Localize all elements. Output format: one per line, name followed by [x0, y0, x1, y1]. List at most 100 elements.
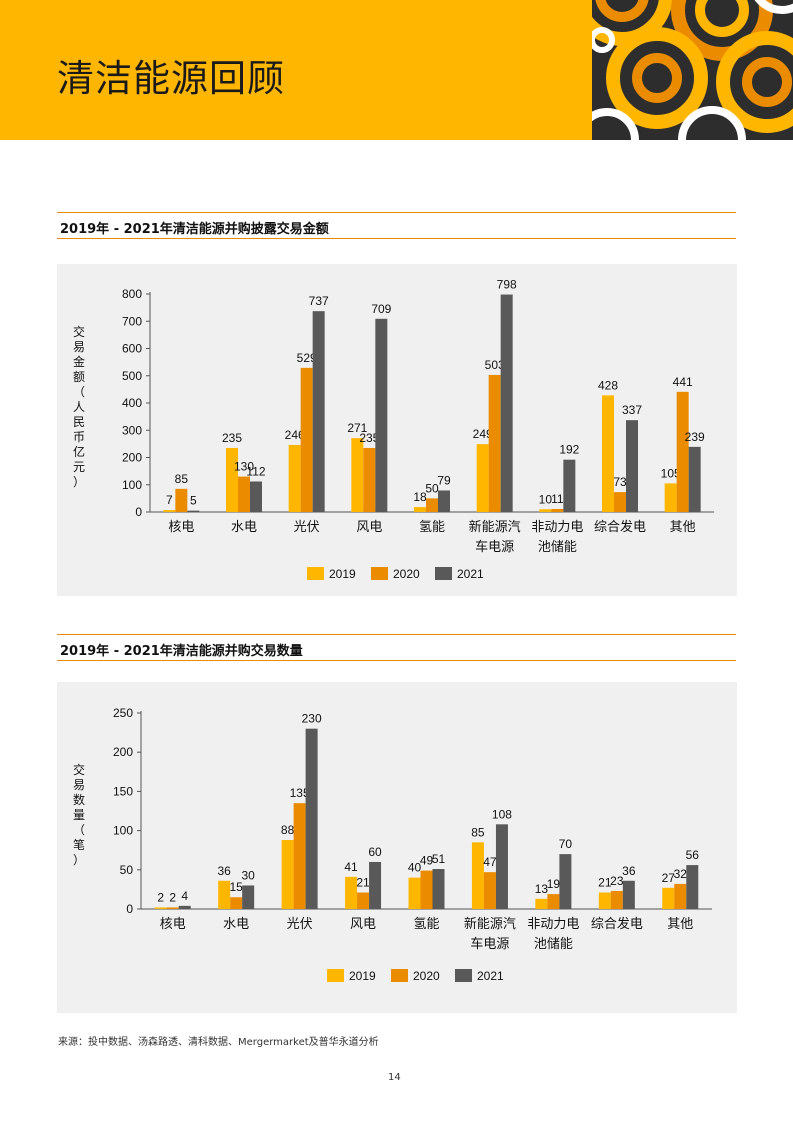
data-label-2020-4: 49 [420, 854, 434, 868]
bar-2019-7 [602, 395, 614, 512]
data-label-2020-2: 135 [290, 786, 310, 800]
data-label-2021-0: 5 [190, 494, 197, 508]
data-label-2019-8: 105 [661, 466, 681, 480]
data-label-2021-7: 36 [622, 864, 636, 878]
y-tick-label: 0 [135, 505, 142, 519]
bar-2019-5 [476, 444, 489, 512]
x-category-label: 核电 [168, 520, 194, 535]
legend-label-2020: 2020 [413, 969, 440, 983]
bar-2019-4 [408, 877, 421, 909]
bar-2020-6 [547, 894, 560, 909]
data-label-2019-1: 36 [217, 864, 231, 878]
y-tick-label: 700 [122, 314, 142, 328]
data-label-2021-5: 798 [497, 278, 517, 292]
data-label-2019-0: 7 [166, 493, 173, 507]
data-label-2020-1: 130 [234, 460, 254, 474]
page-number: 14 [388, 1072, 401, 1083]
bar-2021-4 [438, 490, 450, 512]
data-label-2020-7: 23 [610, 874, 624, 888]
y-axis-label: 交易数量（笔） [73, 762, 85, 867]
x-category-label: 光伏 [294, 520, 320, 535]
bar-2019-8 [662, 887, 675, 909]
bar-2021-2 [312, 311, 325, 512]
section1-top-rule [57, 212, 736, 213]
x-category-label: 非动力电池储能 [531, 520, 583, 555]
bar-2019-1 [218, 880, 231, 909]
x-category-label: 水电 [231, 520, 257, 535]
bar-2019-6 [535, 898, 548, 909]
data-label-2019-8: 27 [662, 871, 676, 885]
legend-swatch-2020 [371, 567, 388, 580]
bar-2020-0 [175, 488, 188, 512]
data-label-2020-3: 21 [356, 876, 370, 890]
bar-2020-5 [483, 872, 496, 909]
data-label-2020-3: 235 [359, 431, 379, 445]
data-label-2020-5: 503 [485, 358, 505, 372]
y-tick-label: 50 [120, 863, 134, 877]
bar-2019-3 [345, 876, 358, 909]
data-label-2020-5: 47 [483, 855, 497, 869]
section2-bottom-rule [57, 660, 736, 661]
data-label-2021-2: 737 [309, 294, 329, 308]
data-label-2021-1: 112 [246, 464, 265, 478]
x-category-label: 风电 [356, 520, 382, 535]
bar-2019-4 [414, 507, 426, 512]
bar-2020-3 [357, 892, 370, 909]
bar-2021-8 [686, 865, 699, 909]
data-label-2020-0: 2 [169, 890, 176, 904]
y-tick-label: 100 [113, 824, 133, 838]
data-label-2021-0: 4 [181, 889, 188, 903]
data-label-2020-8: 441 [673, 375, 693, 389]
data-label-2020-0: 85 [175, 472, 189, 486]
y-tick-label: 300 [122, 423, 142, 437]
chart1-panel: 0 100 200 300 400 500 600 700 800 交易金额（人民币亿元） 7 85 5… [57, 264, 737, 596]
y-tick-label: 200 [113, 745, 133, 759]
legend-swatch-2019 [307, 567, 324, 580]
source-note: 来源：投中数据、汤森路透、清科数据、Mergermarket及普华永道分析 [58, 1037, 379, 1048]
bar-2021-6 [559, 854, 572, 909]
bar-2019-0 [154, 907, 167, 909]
data-label-2019-7: 21 [598, 876, 612, 890]
bar-2021-1 [242, 885, 255, 909]
data-label-2021-3: 709 [371, 302, 391, 316]
bar-2021-2 [305, 728, 318, 909]
section2-title: 2019年 - 2021年清洁能源并购交易数量 [60, 644, 303, 659]
y-tick-label: 100 [122, 478, 142, 492]
y-tick-label: 200 [122, 451, 142, 465]
bar-2020-8 [674, 883, 687, 909]
bar-2020-3 [363, 447, 376, 512]
bar-2021-8 [688, 446, 701, 512]
data-label-2019-4: 40 [408, 861, 422, 875]
page-title: 清洁能源回顾 [57, 57, 285, 100]
x-category-label: 其他 [670, 520, 696, 535]
x-category-label: 综合发电 [594, 519, 646, 535]
data-label-2019-6: 10 [539, 492, 553, 506]
bar-2021-3 [369, 861, 382, 909]
legend-swatch-2021 [455, 969, 472, 982]
bar-2020-4 [426, 498, 438, 512]
bar-2021-5 [495, 824, 508, 909]
bar-2019-6 [539, 509, 552, 512]
legend-swatch-2019 [327, 969, 344, 982]
bar-2020-8 [676, 391, 689, 512]
data-label-2021-3: 60 [368, 845, 382, 859]
bar-2019-0 [163, 510, 176, 512]
legend-label-2019: 2019 [329, 567, 356, 581]
x-category-label: 光伏 [287, 917, 313, 932]
bar-2021-1 [250, 481, 262, 512]
data-label-2021-2: 230 [302, 712, 322, 726]
bar-2021-5 [500, 294, 513, 512]
bar-2021-6 [563, 459, 576, 512]
data-label-2020-8: 32 [674, 867, 688, 881]
data-label-2019-1: 235 [222, 431, 242, 445]
x-category-label: 综合发电 [591, 916, 643, 932]
bar-2019-7 [598, 892, 611, 909]
bar-2021-4 [432, 869, 445, 909]
data-label-2019-3: 271 [347, 421, 367, 435]
legend-swatch-2020 [391, 969, 408, 982]
bar-2020-7 [610, 890, 623, 909]
bar-2019-8 [664, 483, 677, 512]
section2-top-rule [57, 634, 736, 635]
y-tick-label: 800 [122, 287, 142, 301]
